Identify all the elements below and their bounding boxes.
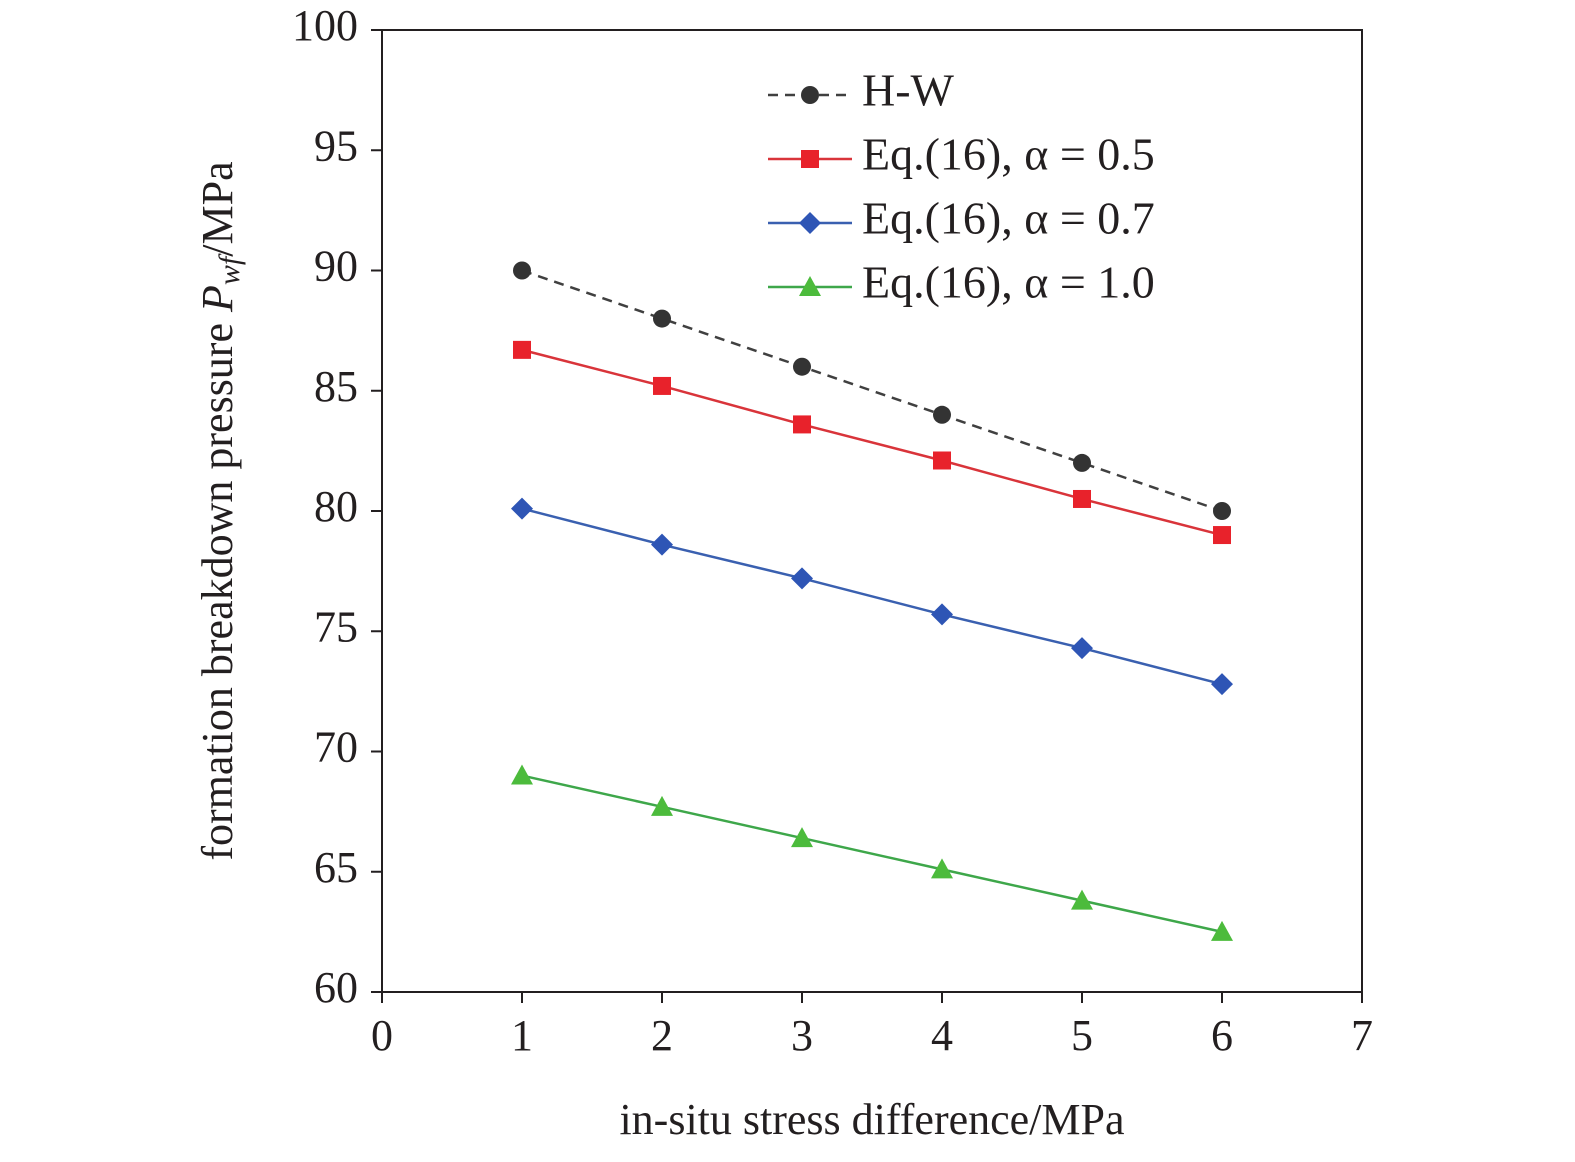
- x-axis-label: in-situ stress difference/MPa: [619, 1095, 1124, 1144]
- legend-label: Eq.(16), α = 0.7: [862, 193, 1155, 244]
- x-tick-label: 6: [1211, 1011, 1233, 1060]
- series-line: [521, 774, 1223, 934]
- marker: [793, 357, 811, 376]
- legend-marker: [801, 86, 819, 104]
- x-tick-label: 2: [651, 1011, 673, 1060]
- marker: [1073, 453, 1091, 472]
- marker: [1213, 502, 1231, 520]
- y-label-text: formation breakdown pressure: [193, 312, 242, 861]
- marker: [511, 497, 533, 520]
- marker: [933, 405, 951, 424]
- y-label-subscript: wf: [213, 253, 246, 285]
- marker: [1073, 489, 1091, 508]
- legend-marker: [801, 150, 819, 168]
- marker: [791, 567, 813, 590]
- marker: [1211, 673, 1233, 696]
- y-tick-label: 90: [314, 242, 358, 291]
- y-tick-label: 95: [314, 121, 358, 170]
- y-tick-label: 85: [314, 362, 358, 411]
- marker: [1071, 637, 1093, 660]
- y-tick-label: 60: [314, 963, 358, 1012]
- y-tick-label: 80: [314, 482, 358, 531]
- series-line: [521, 269, 1223, 513]
- y-label-symbol: P: [193, 285, 242, 313]
- x-tick-label: 3: [791, 1011, 813, 1060]
- series-line: [521, 348, 1223, 537]
- marker: [651, 795, 673, 816]
- y-tick-label: 70: [314, 723, 358, 772]
- x-tick-label: 4: [931, 1011, 953, 1060]
- marker: [651, 533, 673, 556]
- y-tick-label: 100: [292, 1, 358, 50]
- marker: [793, 415, 811, 434]
- x-tick-label: 7: [1351, 1011, 1373, 1060]
- marker: [791, 827, 813, 848]
- y-tick-label: 65: [314, 843, 358, 892]
- x-tick-label: 1: [511, 1011, 533, 1060]
- marker: [933, 451, 951, 470]
- marker: [653, 376, 671, 395]
- x-tick-label: 5: [1071, 1011, 1093, 1060]
- marker: [653, 309, 671, 328]
- marker: [1211, 920, 1233, 941]
- x-tick-label: 0: [371, 1011, 393, 1060]
- y-axis-label: formation breakdown pressure Pwf/MPa: [193, 161, 246, 860]
- legend-label: Eq.(16), α = 1.0: [862, 257, 1155, 308]
- marker: [1071, 889, 1093, 910]
- marker: [1213, 526, 1231, 545]
- legend-label: Eq.(16), α = 0.5: [862, 129, 1155, 180]
- legend-marker: [799, 276, 821, 296]
- series-line: [521, 507, 1223, 686]
- marker: [513, 340, 531, 359]
- y-tick-label: 75: [314, 602, 358, 651]
- marker: [931, 858, 953, 879]
- marker: [511, 764, 533, 785]
- legend-label: H-W: [862, 65, 955, 116]
- y-label-unit: /MPa: [193, 161, 242, 256]
- marker: [931, 603, 953, 626]
- marker: [513, 261, 531, 280]
- legend-marker: [799, 212, 821, 234]
